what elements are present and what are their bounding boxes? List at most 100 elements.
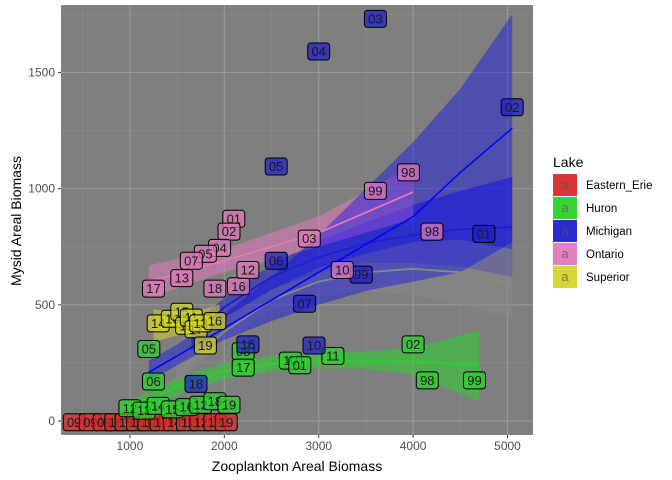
point-label-text: 16	[231, 279, 245, 294]
point-label: 05	[264, 157, 288, 176]
point-label: 98	[415, 371, 439, 390]
point-label: 02	[217, 222, 241, 241]
legend-key	[553, 243, 577, 265]
point-label-text: 03	[302, 231, 316, 246]
point-label: 19	[214, 413, 238, 432]
point-label: 99	[349, 265, 373, 284]
point-label-text: 07	[184, 253, 198, 268]
point-label-box	[500, 98, 524, 117]
point-label: 05	[137, 340, 161, 358]
point-label-box	[420, 222, 444, 241]
point-label-text: 02	[222, 224, 236, 239]
overall-confidence-band	[148, 14, 513, 382]
legend-key-glyph: a	[561, 269, 569, 284]
point-label: 02	[500, 98, 524, 117]
point-label-box	[179, 251, 203, 270]
point-label-text: 06	[146, 374, 160, 389]
point-label: 16	[203, 312, 227, 331]
point-label-text: 98	[401, 165, 415, 180]
legend-label: Ontario	[586, 249, 624, 261]
legend-item: a Ontario	[553, 243, 624, 265]
point-label: 19	[193, 336, 217, 355]
point-label-text: 19	[222, 397, 236, 412]
point-label: 12	[236, 261, 260, 279]
y-tick-label: 1000	[28, 182, 55, 196]
point-label-text: 19	[219, 415, 233, 430]
point-label-text: 10	[307, 338, 321, 353]
point-label-text: 02	[406, 337, 420, 352]
legend-key-glyph: a	[561, 246, 569, 261]
legend-key-glyph: a	[561, 200, 569, 215]
point-label-box	[231, 358, 255, 377]
point-label-box	[264, 251, 288, 270]
point-label: 06	[142, 372, 165, 391]
x-tick-label: 1000	[117, 439, 144, 453]
point-label-box	[401, 335, 425, 354]
point-label-text: 06	[269, 253, 283, 268]
point-label: 16	[236, 335, 260, 354]
x-axis-ticks: 1000 2000 3000 4000 5000	[117, 435, 521, 453]
point-label: 04	[307, 42, 331, 61]
point-label-box	[415, 371, 439, 390]
point-label-text: 98	[425, 224, 439, 239]
point-label-box	[193, 336, 217, 355]
legend-key-glyph: a	[561, 223, 569, 238]
legend-label: Superior	[586, 272, 630, 284]
point-label-box	[463, 371, 486, 390]
point-label: 13	[170, 269, 194, 288]
y-axis-title: Mysid Areal Biomass	[8, 156, 24, 286]
point-label: 03	[363, 9, 387, 28]
x-tick-label: 5000	[494, 439, 521, 453]
point-label-text: 04	[311, 44, 325, 59]
point-label-box	[302, 336, 326, 355]
point-label: 98	[396, 163, 420, 182]
point-label-text: 05	[142, 342, 156, 357]
point-label-box	[217, 395, 241, 414]
point-label-text: 18	[208, 281, 222, 296]
point-label: 07	[293, 294, 317, 313]
point-label-box	[321, 347, 345, 365]
point-label-text: 18	[189, 377, 203, 392]
legend-label: Eastern_Erie	[586, 180, 652, 192]
point-label-box	[203, 279, 227, 298]
point-label-text: 07	[297, 296, 311, 311]
point-label-box	[307, 42, 331, 61]
point-label: 99	[463, 371, 486, 390]
point-label-text: 01	[293, 358, 307, 373]
point-label: 02	[401, 335, 425, 354]
legend-key	[553, 266, 577, 288]
y-tick-label: 500	[35, 298, 55, 312]
legend-item: a Superior	[553, 266, 630, 288]
point-label-text: 19	[198, 338, 212, 353]
point-label: 19	[217, 395, 241, 414]
point-label-box	[472, 224, 496, 243]
point-labels: 0909091618151017141112131912131415161218…	[62, 9, 524, 432]
point-label: 16	[227, 277, 250, 296]
point-label-text: 13	[175, 271, 189, 286]
fit-line	[190, 226, 513, 340]
point-label-box	[293, 294, 317, 313]
point-label-box	[363, 181, 387, 200]
point-label-box	[396, 163, 420, 182]
point-label-text: 09	[67, 415, 81, 430]
point-label: 10	[330, 261, 354, 279]
point-label-box	[236, 335, 260, 354]
confidence-band	[177, 239, 513, 384]
point-label: 06	[264, 251, 288, 270]
point-label: 01	[472, 224, 496, 243]
point-label: 01	[288, 356, 312, 375]
legend-title: Lake	[553, 154, 584, 170]
legend-label: Huron	[586, 203, 617, 215]
point-label-box	[264, 157, 288, 176]
point-label-box	[142, 279, 165, 298]
point-label-text: 99	[467, 373, 481, 388]
confidence-band	[148, 165, 414, 298]
point-label: 10	[302, 336, 326, 355]
legend-key	[553, 197, 577, 219]
point-label-text: 03	[368, 12, 382, 27]
legend-item: a Huron	[553, 197, 617, 219]
point-label-box	[236, 261, 260, 279]
legend-key	[553, 174, 577, 196]
